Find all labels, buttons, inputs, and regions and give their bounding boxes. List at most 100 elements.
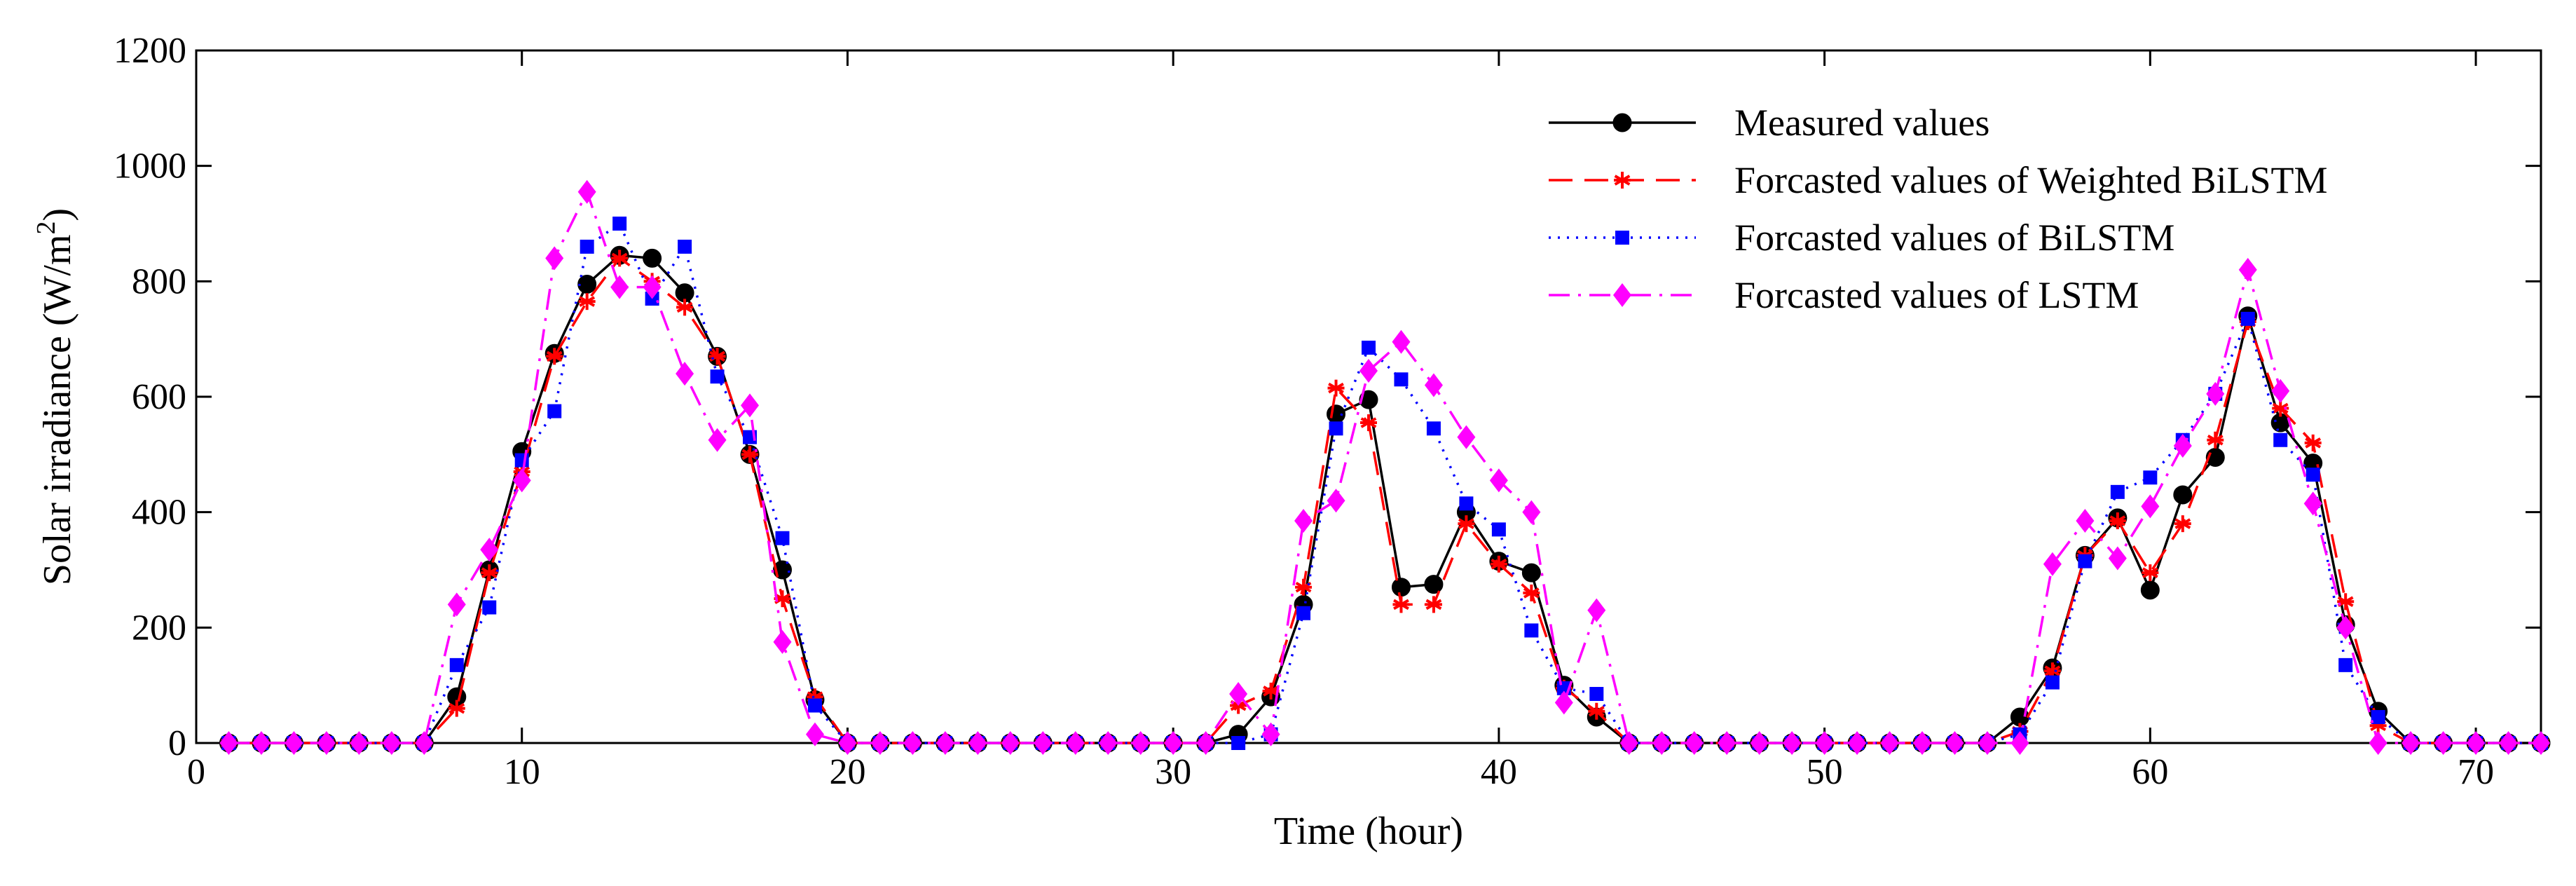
data-point (481, 564, 498, 582)
legend-item: Measured values (1549, 102, 1989, 144)
data-point (2174, 515, 2191, 533)
data-point (1521, 563, 1541, 582)
data-point (1458, 515, 1475, 533)
data-point (482, 600, 497, 615)
data-point (1490, 555, 1507, 573)
data-point (2108, 546, 2127, 571)
legend-item: Forcasted values of BiLSTM (1549, 217, 2174, 259)
data-point (382, 731, 401, 755)
data-point (2140, 580, 2160, 600)
data-point (1164, 731, 1183, 755)
series-line (228, 254, 2541, 744)
x-tick-label: 50 (1807, 752, 1843, 792)
data-point (708, 428, 727, 452)
data-point (1783, 731, 1802, 755)
data-point (415, 731, 434, 755)
data-point (2271, 379, 2290, 403)
data-point (449, 657, 464, 672)
data-point (2240, 311, 2255, 326)
data-point (2207, 431, 2224, 449)
data-point (1589, 687, 1604, 702)
y-axis-label: Solar irradiance (W/m2) (32, 208, 79, 585)
data-point (512, 468, 531, 493)
x-tick-label: 0 (187, 752, 205, 792)
data-point (547, 404, 562, 418)
data-point (2010, 731, 2029, 755)
data-point (1359, 390, 1378, 409)
x-tick-label: 60 (2132, 752, 2168, 792)
data-point (2142, 564, 2159, 582)
data-point (545, 246, 564, 271)
data-point (610, 275, 629, 299)
data-point (1131, 731, 1150, 755)
data-point (870, 731, 889, 755)
x-tick-label: 40 (1481, 752, 1517, 792)
data-point (643, 248, 662, 268)
legend-marker (1612, 113, 1632, 132)
data-point (1196, 731, 1215, 755)
data-point (1424, 575, 1444, 594)
data-point (1718, 731, 1736, 755)
data-point (578, 293, 596, 311)
data-point (1945, 731, 1964, 755)
legend-marker (1615, 231, 1629, 245)
data-point (612, 217, 627, 231)
data-point (2336, 615, 2355, 640)
data-point (968, 731, 987, 755)
data-point (2173, 485, 2193, 505)
data-point (1524, 623, 1539, 638)
data-point (1652, 731, 1671, 755)
data-point (317, 731, 336, 755)
data-point (2141, 494, 2160, 519)
data-point (1848, 731, 1867, 755)
data-point (2273, 432, 2288, 447)
data-point (546, 348, 563, 365)
data-point (350, 731, 369, 755)
data-point (2173, 433, 2192, 458)
x-tick-label: 30 (1155, 752, 1191, 792)
data-point (936, 731, 954, 755)
data-point (1359, 358, 1378, 383)
data-point (2043, 552, 2062, 576)
data-point (643, 275, 662, 299)
data-point (2499, 731, 2518, 755)
data-point (2306, 468, 2320, 482)
x-tick-label: 70 (2458, 752, 2494, 792)
data-point (678, 239, 692, 254)
data-point (676, 299, 694, 316)
data-point (1261, 722, 1280, 747)
data-point (1001, 731, 1020, 755)
x-tick-label: 10 (504, 752, 540, 792)
data-point (447, 592, 466, 617)
data-point (1750, 731, 1769, 755)
data-point (2045, 675, 2060, 690)
y-tick-label: 200 (132, 608, 186, 648)
data-point (2371, 709, 2385, 724)
data-point (1459, 496, 1474, 511)
data-point (1392, 329, 1411, 354)
data-point (1426, 421, 1441, 436)
data-point (741, 446, 759, 463)
data-point (1391, 578, 1411, 597)
data-point (1457, 425, 1476, 449)
data-point (2143, 470, 2158, 485)
data-point (611, 250, 629, 267)
data-point (1229, 682, 1248, 707)
data-point (2109, 512, 2126, 530)
series-1 (219, 245, 2551, 753)
data-point (1066, 731, 1085, 755)
series-3 (221, 217, 2548, 750)
legend-item: Forcasted values of Weighted BiLSTM (1549, 159, 2328, 201)
data-point (903, 731, 922, 755)
data-point (838, 731, 857, 755)
data-point (1231, 736, 1246, 750)
data-point (2532, 731, 2550, 755)
data-point (1327, 489, 1345, 513)
data-point (1913, 731, 1932, 755)
data-point (2304, 434, 2322, 451)
series-2 (220, 250, 2549, 751)
legend-label: Forcasted values of BiLSTM (1734, 217, 2174, 259)
legend-marker (1614, 172, 1631, 189)
data-point (219, 731, 238, 755)
